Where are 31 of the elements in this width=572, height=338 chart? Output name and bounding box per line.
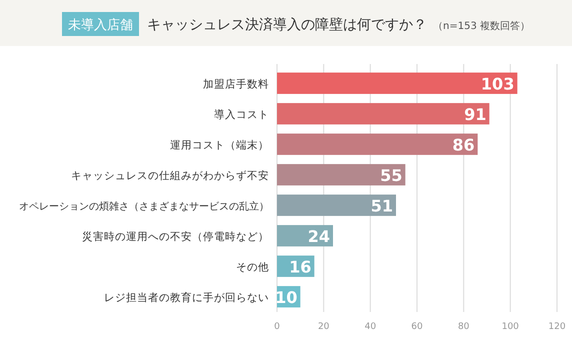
- x-tick-label: 20: [318, 322, 330, 332]
- bar: [277, 72, 518, 94]
- data-label: 51: [370, 196, 393, 216]
- chart-title: キャッシュレス決済導入の障壁は何ですか？: [147, 17, 427, 33]
- data-label: 91: [464, 104, 486, 124]
- y-tick-label: レジ担当者の教育に手が回らない: [104, 290, 269, 304]
- y-tick-label: その他: [236, 261, 269, 274]
- y-tick-label: オペレーションの煩雑さ（さまざまなサービスの乱立）: [19, 200, 269, 212]
- data-label: 86: [452, 135, 475, 154]
- x-tick-label: 100: [502, 322, 520, 332]
- bar: [277, 134, 478, 155]
- y-tick-label: 運用コスト（端末）: [170, 138, 269, 152]
- y-tick-label: 災害時の運用への不安（停電時など）: [82, 230, 269, 243]
- y-tick-label: 導入コスト: [214, 108, 269, 121]
- data-label: 55: [380, 166, 402, 185]
- text: 未導入店舗: [68, 17, 133, 33]
- data-label: 16: [289, 257, 312, 276]
- x-tick-label: 0: [274, 322, 280, 332]
- data-label: 10: [275, 288, 298, 307]
- bar: [277, 194, 396, 216]
- bar: [277, 103, 490, 124]
- data-label: 103: [480, 74, 514, 94]
- y-tick-label: 加盟店手数料: [203, 77, 269, 90]
- x-tick-label: 120: [548, 322, 566, 332]
- x-tick-label: 40: [364, 322, 376, 332]
- x-tick-label: 60: [411, 322, 423, 332]
- bar: [277, 164, 406, 186]
- x-tick-label: 80: [458, 322, 470, 332]
- y-tick-label: キャッシュレスの仕組みがわからず不安: [71, 168, 269, 182]
- chart-subtitle: （n=153 複数回答）: [433, 20, 530, 32]
- data-label: 24: [308, 226, 330, 246]
